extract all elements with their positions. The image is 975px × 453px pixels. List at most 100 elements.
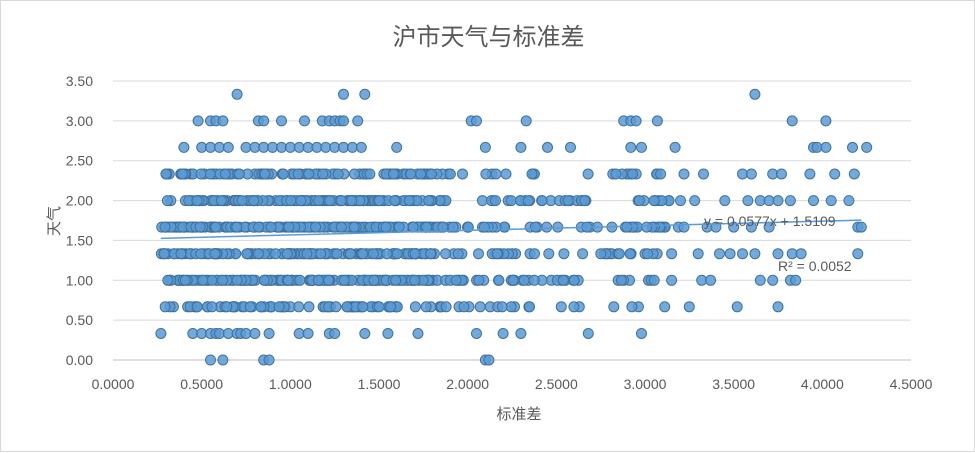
data-point bbox=[359, 88, 371, 100]
data-point bbox=[302, 328, 314, 339]
data-point bbox=[303, 168, 315, 180]
data-point bbox=[536, 195, 548, 207]
data-point bbox=[786, 115, 798, 127]
data-point bbox=[542, 141, 553, 153]
data-point bbox=[651, 115, 663, 127]
data-point bbox=[194, 221, 206, 233]
data-point bbox=[389, 195, 401, 207]
data-point bbox=[277, 168, 289, 180]
data-point bbox=[192, 115, 204, 127]
data-point bbox=[444, 168, 456, 180]
x-tick-label: 4.5000 bbox=[890, 376, 933, 392]
data-point bbox=[160, 168, 172, 180]
data-point bbox=[281, 248, 293, 260]
data-point bbox=[263, 328, 275, 339]
y-tick-label: 2.00 bbox=[66, 193, 93, 209]
data-point bbox=[210, 221, 222, 233]
data-point bbox=[159, 301, 171, 313]
data-point bbox=[520, 115, 532, 127]
data-point bbox=[522, 195, 534, 207]
y-tick-label: 3.50 bbox=[66, 73, 93, 89]
data-point bbox=[259, 168, 271, 180]
data-point bbox=[352, 115, 364, 127]
data-point bbox=[719, 195, 731, 207]
data-point bbox=[496, 301, 508, 313]
data-point bbox=[382, 328, 394, 339]
data-point bbox=[772, 195, 784, 207]
data-point bbox=[206, 301, 218, 313]
data-point bbox=[776, 168, 787, 180]
data-point bbox=[613, 248, 625, 260]
data-point bbox=[324, 195, 336, 207]
data-point bbox=[852, 248, 864, 260]
data-point bbox=[323, 274, 334, 286]
y-axis-title: 天气 bbox=[45, 206, 63, 236]
x-tick-label: 3.5000 bbox=[712, 376, 755, 392]
data-point bbox=[848, 168, 860, 180]
data-point bbox=[610, 168, 622, 180]
data-point bbox=[367, 248, 379, 260]
data-point bbox=[627, 168, 639, 180]
data-point bbox=[808, 195, 819, 207]
data-point bbox=[158, 248, 170, 260]
data-point bbox=[344, 248, 356, 260]
data-point bbox=[403, 195, 415, 207]
data-point bbox=[217, 354, 229, 366]
data-point bbox=[176, 168, 188, 180]
y-tick-label: 2.50 bbox=[66, 153, 93, 169]
data-point bbox=[263, 354, 275, 366]
data-point bbox=[357, 248, 369, 260]
data-point bbox=[541, 221, 553, 233]
data-point bbox=[698, 168, 709, 180]
data-point bbox=[728, 221, 740, 233]
data-point bbox=[692, 248, 704, 260]
data-point bbox=[231, 274, 243, 286]
data-point bbox=[233, 168, 245, 180]
data-points bbox=[155, 88, 873, 366]
data-point bbox=[155, 328, 167, 339]
data-point bbox=[636, 141, 647, 153]
data-point bbox=[855, 221, 867, 233]
data-point bbox=[222, 141, 234, 153]
data-point bbox=[497, 328, 509, 339]
data-point bbox=[364, 168, 376, 180]
data-point bbox=[295, 195, 307, 207]
data-point bbox=[265, 221, 277, 233]
data-point bbox=[195, 168, 207, 180]
data-point bbox=[258, 274, 270, 286]
data-point bbox=[558, 248, 570, 260]
data-point bbox=[749, 248, 761, 260]
data-point bbox=[648, 274, 660, 286]
data-point bbox=[714, 248, 725, 260]
data-point bbox=[804, 168, 816, 180]
data-point bbox=[393, 221, 405, 233]
data-point bbox=[292, 168, 304, 180]
data-point bbox=[294, 274, 306, 286]
data-point bbox=[500, 168, 512, 180]
data-point bbox=[282, 274, 294, 286]
data-point bbox=[829, 168, 841, 180]
data-point bbox=[843, 195, 855, 207]
data-point bbox=[420, 301, 432, 313]
data-point bbox=[209, 248, 221, 260]
data-point bbox=[524, 301, 535, 313]
data-point bbox=[471, 328, 482, 339]
data-point bbox=[490, 195, 501, 207]
data-point bbox=[381, 248, 393, 260]
data-point bbox=[312, 274, 324, 286]
data-point bbox=[473, 274, 485, 286]
data-point bbox=[490, 168, 502, 180]
x-tick-label: 0.0000 bbox=[92, 376, 135, 392]
data-point bbox=[528, 274, 540, 286]
data-point bbox=[206, 274, 218, 286]
data-point bbox=[409, 301, 421, 313]
data-point bbox=[615, 274, 627, 286]
data-point bbox=[405, 168, 417, 180]
data-point bbox=[299, 115, 310, 127]
data-point bbox=[258, 115, 270, 127]
data-point bbox=[608, 301, 620, 313]
data-point bbox=[557, 274, 569, 286]
y-tick-label: 3.00 bbox=[66, 113, 93, 129]
data-point bbox=[555, 301, 567, 313]
